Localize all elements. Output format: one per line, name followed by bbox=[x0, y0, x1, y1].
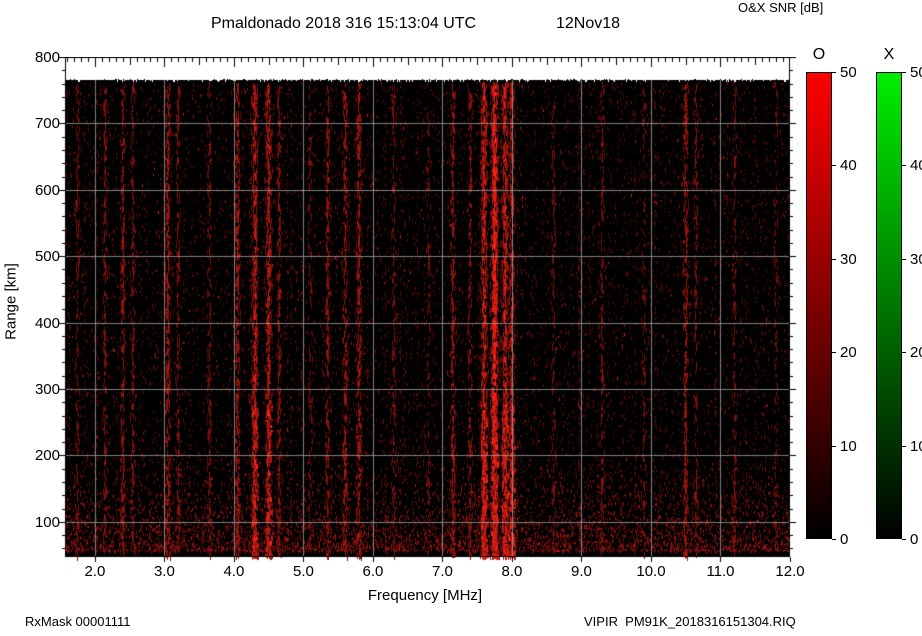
colorbar-tick-label: 10 bbox=[840, 437, 857, 455]
x-tick-label: 3.0 bbox=[153, 563, 175, 580]
colorbar-o bbox=[806, 72, 832, 539]
x-tick-label: 8.0 bbox=[501, 563, 523, 580]
x-tick-label: 4.0 bbox=[223, 563, 245, 580]
colorbar-tick-label: 30 bbox=[840, 250, 857, 268]
x-tick-label: 10.0 bbox=[636, 563, 666, 580]
colorbar-tick bbox=[902, 539, 906, 540]
colorbar-tick-label: 0 bbox=[910, 531, 919, 548]
y-tick-label: 100 bbox=[34, 513, 60, 531]
ionogram-plot bbox=[57, 57, 798, 567]
x-tick-label: 9.0 bbox=[571, 563, 592, 580]
colorbar-tick-label: 30 bbox=[910, 250, 922, 268]
colorbar-tick bbox=[832, 539, 836, 540]
x-tick-label: 5.0 bbox=[292, 563, 314, 580]
x-tick-label: 7.0 bbox=[432, 563, 453, 580]
colorbar-tick-label: 40 bbox=[840, 157, 857, 175]
y-tick-label: 600 bbox=[34, 181, 60, 199]
colorbar-tick-label: 10 bbox=[910, 437, 922, 455]
colorbar-tick bbox=[902, 165, 906, 166]
colorbar-tick-label: 50 bbox=[840, 64, 857, 81]
filename-label: VIPIR PM91K_2018316151304.RIQ bbox=[584, 614, 796, 629]
plot-title-date: 12Nov18 bbox=[556, 15, 621, 32]
colorbar-tick bbox=[902, 259, 906, 260]
colorbar-title-o: O bbox=[812, 46, 826, 63]
colorbar-tick-label: 0 bbox=[840, 531, 849, 548]
y-tick-label: 300 bbox=[34, 381, 60, 398]
colorbar-tick-label: 50 bbox=[910, 64, 922, 81]
y-tick-label: 200 bbox=[34, 447, 60, 465]
colorbar-tick-label: 20 bbox=[840, 344, 857, 362]
colorbar-tick bbox=[832, 259, 836, 260]
plot-title: Pmaldonado 2018 316 15:13:04 UTC bbox=[211, 15, 477, 32]
colorbar-tick-label: 20 bbox=[910, 344, 922, 362]
colorbar-units-label: O&X SNR [dB] bbox=[738, 0, 824, 15]
x-tick-label: 11.0 bbox=[706, 563, 735, 580]
colorbar-tick bbox=[902, 72, 906, 73]
colorbar-tick-label: 40 bbox=[910, 157, 922, 175]
x-axis-title: Frequency [MHz] bbox=[367, 587, 483, 604]
y-tick-label: 800 bbox=[34, 49, 60, 66]
colorbar-tick bbox=[832, 446, 836, 447]
colorbar-tick bbox=[832, 72, 836, 73]
colorbar-tick bbox=[832, 165, 836, 166]
colorbar-title-x: X bbox=[883, 46, 895, 63]
colorbar-x bbox=[876, 72, 902, 539]
x-tick-label: 6.0 bbox=[362, 563, 384, 580]
x-tick-label: 2.0 bbox=[84, 563, 106, 580]
colorbar-tick bbox=[902, 352, 906, 353]
colorbar-tick bbox=[832, 352, 836, 353]
y-tick-label: 500 bbox=[34, 248, 60, 266]
rxmask-label: RxMask 00001111 bbox=[25, 614, 131, 629]
y-axis-title: Range [km] bbox=[2, 263, 20, 340]
y-tick-label: 700 bbox=[34, 115, 60, 133]
y-tick-label: 400 bbox=[34, 314, 60, 332]
colorbar-tick bbox=[902, 446, 906, 447]
x-tick-label: 12.0 bbox=[775, 563, 805, 580]
